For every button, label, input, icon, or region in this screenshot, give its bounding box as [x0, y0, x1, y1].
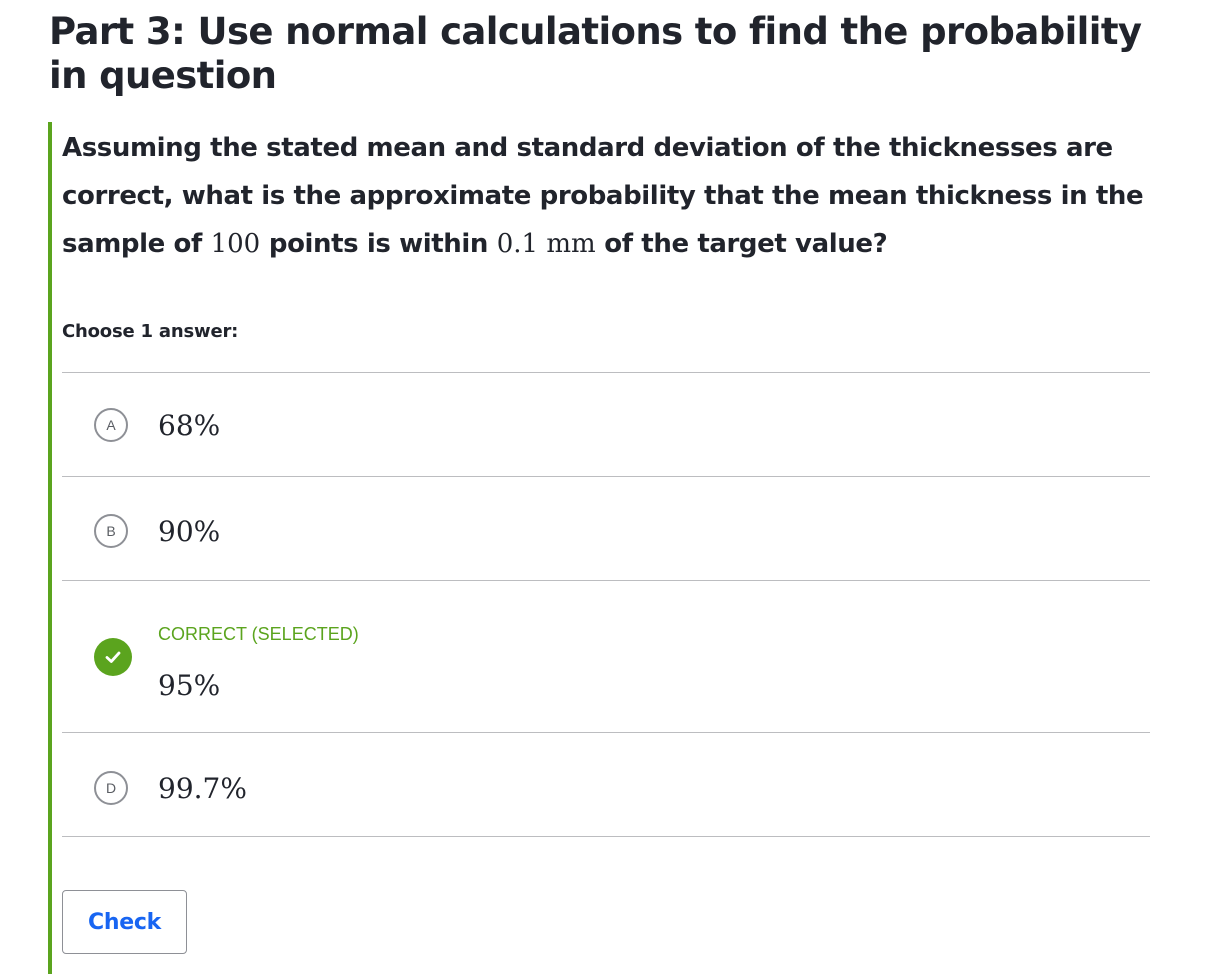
- choice-a-value: 68%: [158, 409, 221, 442]
- correct-selected-status: CORRECT (SELECTED): [158, 624, 359, 644]
- choice-d[interactable]: D 99.7%: [62, 733, 1150, 836]
- choice-d-letter-badge: D: [94, 771, 128, 805]
- choice-d-value: 99.7%: [158, 772, 247, 805]
- choice-divider: [62, 372, 1150, 373]
- question-text-part-2: points is within: [260, 229, 497, 259]
- question-text: Assuming the stated mean and standard de…: [62, 124, 1162, 268]
- question-text-part-3: of the target value?: [595, 229, 888, 259]
- choice-b[interactable]: B 90%: [62, 477, 1150, 580]
- choice-divider: [62, 836, 1150, 837]
- checkmark-icon: [94, 638, 132, 676]
- choice-divider: [62, 732, 1150, 733]
- part-title: Part 3: Use normal calculations to find …: [49, 10, 1142, 97]
- choice-divider: [62, 476, 1150, 477]
- tolerance-math: 0.1 mm: [496, 229, 596, 259]
- choice-a[interactable]: A 68%: [62, 373, 1150, 476]
- choice-a-letter-badge: A: [94, 408, 128, 442]
- choice-c-selected[interactable]: CORRECT (SELECTED) 95%: [62, 581, 1150, 732]
- sample-size-math: 100: [210, 229, 261, 259]
- check-button[interactable]: Check: [62, 890, 187, 954]
- choice-c-value: 95%: [158, 669, 221, 702]
- choice-b-value: 90%: [158, 515, 221, 548]
- choice-b-letter-badge: B: [94, 514, 128, 548]
- question-text-part-1: Assuming the stated mean and standard de…: [62, 133, 1144, 259]
- choice-divider: [62, 580, 1150, 581]
- exercise-accent-bar: [48, 122, 52, 974]
- choose-answer-label: Choose 1 answer:: [62, 321, 239, 342]
